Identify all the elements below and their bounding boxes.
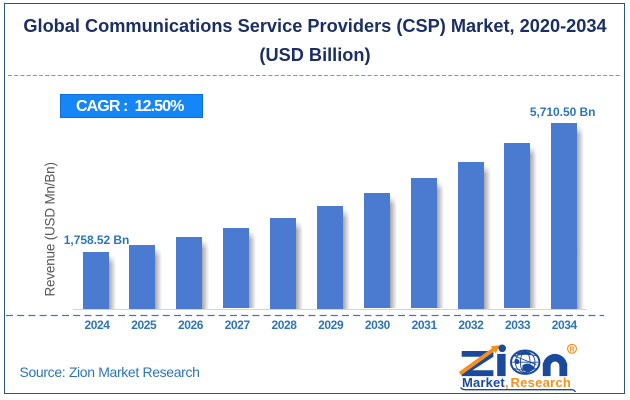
svg-text:,: , bbox=[505, 375, 509, 390]
svg-text:Research: Research bbox=[511, 375, 572, 390]
svg-text:Market: Market bbox=[462, 375, 505, 390]
svg-text:R: R bbox=[569, 346, 574, 353]
